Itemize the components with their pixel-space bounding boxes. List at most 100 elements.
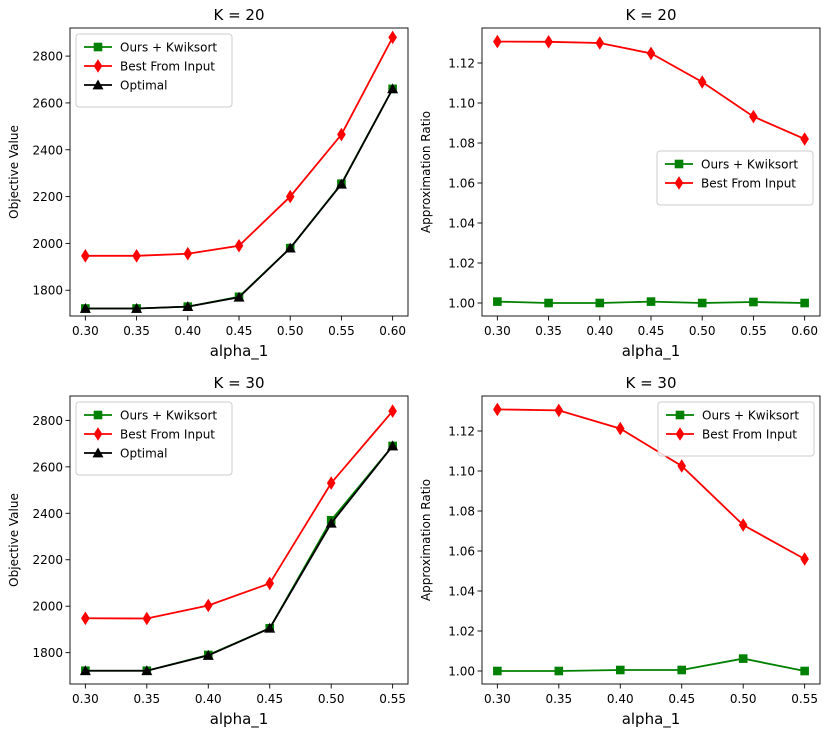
legend-box [657,401,815,457]
series-line [85,445,394,672]
chart-title: K = 20 [213,6,264,24]
x-tick-label: 0.40 [586,324,613,338]
y-tick-label: 2600 [32,96,63,110]
series-optimal [79,440,399,676]
series-ours-kwiksort [493,654,809,676]
y-tick-label: 2000 [32,237,63,251]
data-point [142,611,152,626]
y-axis-label: Approximation Ratio [419,111,433,233]
x-tick-label: 0.35 [535,324,562,338]
x-tick-label: 0.30 [72,692,99,706]
legend-label: Best From Input [120,428,215,442]
chart-panel-4: K = 30 0.30 0.35 0.40 0.45 0.50 0.55 1.00 1.02 1.… [419,374,821,729]
legend-label: Ours + Kwiksort [120,409,217,423]
legend: Ours + Kwiksort Best From Input [657,401,815,457]
x-tick-label: 0.45 [226,324,253,338]
legend-label: Ours + Kwiksort [702,409,799,423]
data-point [738,518,748,532]
data-point [800,298,809,308]
y-tick-label: 2600 [32,460,63,474]
x-tick-label: 0.55 [740,324,767,338]
plot-frame [69,395,409,685]
data-point [388,30,397,45]
legend-marker [674,159,684,169]
data-point [544,298,553,308]
chart-panel-3: K = 30 0.30 0.35 0.40 0.45 0.50 0.55 1800 2000 22… [7,374,409,729]
x-tick-label: 0.55 [791,692,818,706]
data-point [337,127,346,142]
x-tick-label: 0.50 [318,692,345,706]
data-point [141,665,153,676]
legend: Ours + Kwiksort Best From Input [656,150,814,206]
x-tick-label: 0.35 [133,692,160,706]
x-axis-label: alpha_1 [622,710,681,729]
data-point [646,297,656,306]
data-point [233,291,245,302]
data-point [595,298,605,308]
y-tick-label: 2800 [32,50,63,64]
data-point [615,665,625,675]
x-axis-label: alpha_1 [210,342,269,361]
data-point [493,297,502,306]
legend-box [75,33,233,108]
legend-marker [92,447,104,458]
data-point [81,611,90,626]
data-point [335,178,347,189]
x-tick-label: 0.55 [328,324,355,338]
series-line [497,657,805,672]
legend-box [75,401,233,476]
series-line [85,88,394,310]
data-point [325,517,337,528]
y-tick-label: 2800 [32,414,63,428]
legend-label: Best From Input [702,428,797,442]
x-tick-label: 0.55 [379,692,406,706]
legend-label: Ours + Kwiksort [120,41,217,55]
legend-marker [92,79,104,90]
y-tick-label: 1.10 [448,465,475,479]
y-tick-label: 1.08 [448,505,475,519]
y-tick-label: 1.02 [448,625,475,639]
y-tick-label: 1.08 [448,137,475,151]
x-tick-label: 0.60 [379,324,406,338]
legend-label: Best From Input [701,177,796,191]
data-point [326,476,336,490]
series-line [85,445,394,672]
data-point [265,576,275,591]
legend-label: Best From Input [120,60,215,74]
legend: Ours + Kwiksort Best From Input Optimal [75,401,233,476]
data-point [493,34,502,49]
x-tick-label: 0.50 [689,324,716,338]
y-tick-label: 1.10 [448,97,475,111]
legend: Ours + Kwiksort Best From Input Optimal [75,33,233,108]
x-tick-label: 0.35 [545,692,572,706]
y-tick-label: 1.12 [448,57,475,71]
series-line [85,88,394,310]
x-tick-label: 0.40 [607,692,634,706]
data-point [677,459,687,473]
data-point [79,303,91,313]
plot-frame [481,395,821,685]
legend-marker [93,59,103,73]
y-tick-label: 1.00 [448,665,475,679]
y-tick-label: 2400 [32,143,63,157]
x-axis-label: alpha_1 [210,710,269,729]
data-point [79,665,91,676]
x-tick-label: 0.45 [668,692,695,706]
series-line [497,408,806,560]
x-tick-label: 0.30 [72,324,99,338]
legend-marker [675,427,685,441]
x-axis-label: alpha_1 [622,342,681,361]
series-best-from-input [493,402,809,566]
data-point [202,649,214,660]
data-point [554,666,564,676]
x-tick-label: 0.30 [484,692,511,706]
y-tick-label: 1.06 [448,545,475,559]
data-point [493,402,502,417]
y-tick-label: 1800 [32,646,63,660]
data-point [131,303,143,313]
data-point [800,666,809,676]
legend-marker [93,410,103,420]
chart-title: K = 20 [625,6,676,24]
y-tick-label: 1.12 [448,425,475,439]
